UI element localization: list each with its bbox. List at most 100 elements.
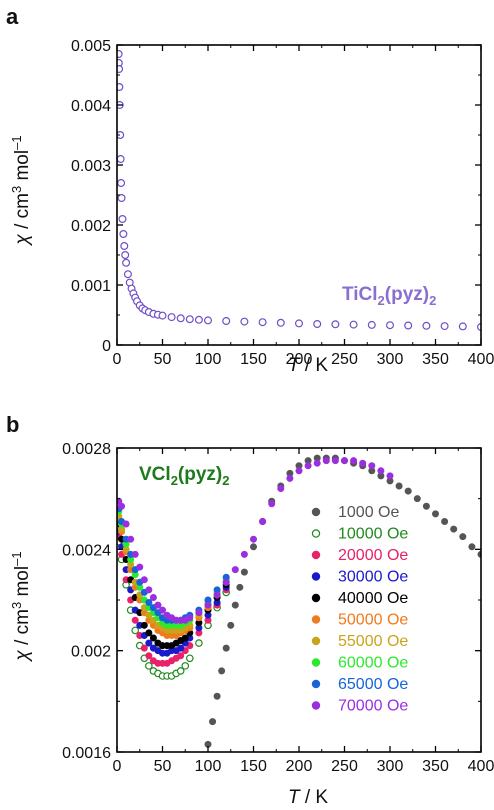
x-tick-label: 350: [422, 758, 449, 775]
data-point: [213, 692, 221, 700]
x-tick-label: 200: [286, 758, 313, 775]
data-point: [117, 131, 125, 139]
data-point: [145, 586, 153, 594]
x-tick-label: 400: [468, 758, 494, 775]
data-point: [140, 621, 148, 629]
x-tick-label: 100: [195, 758, 222, 775]
data-point: [395, 482, 403, 490]
data-point: [231, 566, 239, 574]
x-tick-label: 100: [195, 351, 222, 368]
data-point: [123, 270, 132, 279]
data-point: [159, 606, 167, 614]
x-tick-label: 250: [331, 351, 358, 368]
y-tick-label: 0.0024: [62, 542, 111, 559]
data-point: [250, 535, 258, 543]
data-point: [413, 495, 421, 503]
data-point: [458, 322, 467, 331]
data-point: [204, 601, 212, 609]
legend-marker: [311, 529, 321, 538]
panel-b-y-axis-title: χ / cm3 mol–1: [9, 551, 33, 662]
data-point: [186, 614, 194, 622]
data-point: [117, 83, 124, 91]
data-point: [209, 718, 217, 726]
data-point: [404, 487, 412, 495]
panel-b-plot-area: [116, 447, 482, 753]
panel-b-compound-label: VCl2(pyz)2: [139, 464, 229, 488]
data-point: [450, 525, 458, 533]
data-point: [119, 230, 128, 239]
data-point: [118, 215, 127, 224]
data-point: [295, 319, 304, 328]
data-point: [222, 317, 231, 326]
data-point: [440, 322, 449, 331]
data-point: [145, 639, 153, 647]
legend-marker: [311, 593, 321, 603]
x-tick-label: 400: [468, 351, 494, 368]
y-tick-label: 0.0016: [62, 745, 111, 762]
data-point: [149, 593, 157, 601]
data-point: [140, 644, 148, 652]
y-tick-label: 0.0028: [62, 441, 111, 458]
data-point: [259, 517, 267, 525]
legend-label: 1000 Oe: [338, 504, 399, 521]
legend-entry: 55000 Oe: [311, 633, 408, 650]
data-point: [181, 634, 189, 642]
legend-entry: 70000 Oe: [311, 698, 408, 715]
data-point: [250, 543, 258, 551]
data-point: [121, 251, 130, 260]
panel-a: a 0 50 100 150 200 250 300 350 400 0 0.001 0.002 0.…: [6, 4, 494, 376]
data-point: [286, 474, 294, 482]
x-tick-label: 50: [154, 758, 172, 775]
data-point: [404, 321, 413, 330]
x-tick-label: 300: [377, 758, 404, 775]
panel-a-x-axis-title: T / K: [288, 355, 328, 376]
series-40000-oe: [117, 520, 230, 650]
legend-marker: [311, 550, 321, 560]
data-point: [477, 323, 481, 331]
data-point: [277, 485, 285, 493]
y-tick-label: 0.002: [71, 218, 111, 235]
legend-entry: 20000 Oe: [311, 547, 408, 564]
panel-b: b 0 50 100 150 200 250 300 350 400 0.00160.0020.…: [6, 412, 494, 808]
y-tick-label: 0.003: [71, 158, 111, 175]
data-point: [145, 599, 153, 607]
data-point: [131, 626, 140, 635]
y-tick-label: 0.002: [71, 644, 111, 661]
data-point: [304, 462, 312, 470]
y-tick-label: 0: [102, 338, 111, 355]
legend-label: 70000 Oe: [338, 698, 408, 715]
legend-label: 30000 Oe: [338, 569, 408, 586]
panel-a-y-ticks: 0 0.001 0.002 0.003 0.004 0.005: [71, 38, 481, 355]
data-point: [295, 467, 303, 475]
data-point: [240, 317, 249, 326]
data-point: [222, 644, 230, 652]
panel-b-y-ticks: 0.0016 0.002 0.0024 0.0028: [62, 441, 481, 762]
data-point: [117, 155, 125, 163]
x-tick-label: 150: [240, 351, 267, 368]
data-point: [349, 320, 358, 329]
legend-label: 40000 Oe: [338, 590, 408, 607]
data-point: [222, 578, 230, 586]
legend-marker: [311, 658, 321, 667]
data-point: [213, 591, 221, 599]
legend-marker: [311, 701, 321, 710]
data-point: [140, 576, 148, 584]
data-point: [340, 457, 348, 465]
legend-entry: 30000 Oe: [311, 569, 408, 586]
data-point: [195, 639, 203, 647]
data-point: [127, 535, 135, 543]
data-point: [431, 510, 439, 518]
legend-marker: [311, 507, 321, 517]
y-tick-label: 0.004: [71, 98, 111, 115]
data-point: [468, 543, 476, 551]
series-main: [117, 50, 481, 331]
data-point: [313, 459, 321, 467]
data-point: [359, 459, 367, 467]
data-point: [177, 652, 185, 660]
y-tick-label: 0.001: [71, 278, 111, 295]
x-tick-label: 150: [240, 758, 267, 775]
x-tick-label: 0: [113, 351, 122, 368]
data-point: [441, 517, 449, 525]
data-point: [194, 315, 203, 324]
plot-frame: [116, 447, 482, 753]
